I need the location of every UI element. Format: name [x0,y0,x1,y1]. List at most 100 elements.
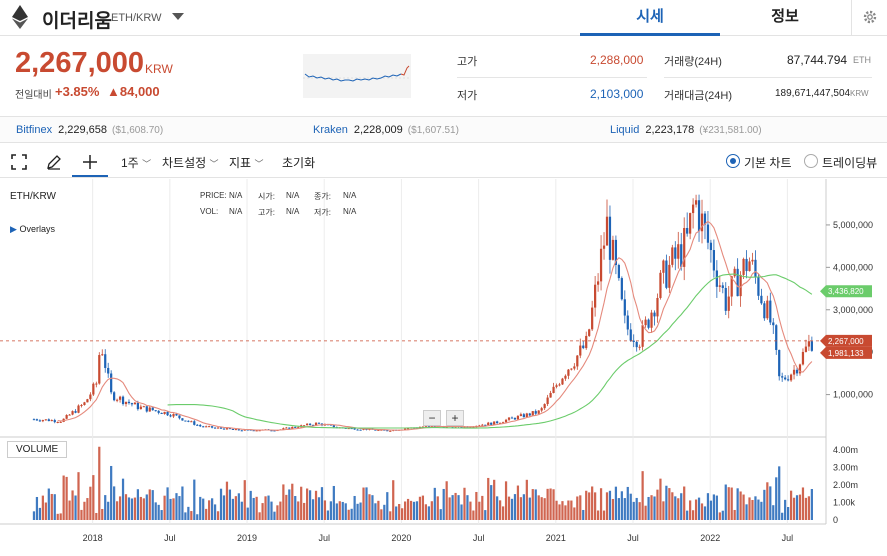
candle-body [65,415,68,419]
tab-market[interactable]: 시세 [580,0,720,36]
candle-body [142,406,145,408]
candle-body [314,422,318,426]
volume-bar [579,495,582,520]
candle-body [104,354,107,368]
reset-button[interactable]: 초기화 [282,156,316,170]
candle-body [552,386,555,393]
volume-bar [62,475,65,520]
candle-body [501,422,505,424]
zoom-in-button[interactable]: + [446,410,464,426]
candle-body [760,295,763,304]
candle-body [145,406,148,412]
exchange-bitfinex[interactable]: Bitfinex 2,229,658 ($1,608.70) [16,124,163,136]
draw-pencil-icon[interactable] [45,153,63,171]
low-value: 2,103,000 [590,87,644,101]
volume-bar [781,512,784,520]
volume-bar [362,487,365,520]
candle-body [95,383,98,385]
volume-bar [656,489,659,520]
volume-bar [344,503,347,520]
volume-bar [303,502,306,520]
candle-body [258,430,261,432]
candle-body [196,424,199,426]
volume-bar [439,509,442,520]
tradingview-label[interactable]: 트레이딩뷰 [822,156,878,170]
volume-bar [561,501,564,520]
coin-dropdown-icon[interactable] [172,13,184,20]
volume-bar [481,495,484,520]
candle-body [507,417,511,420]
volume-bar [412,501,416,520]
chart-settings-menu[interactable]: 차트설정 ﹀ [162,154,219,171]
vol-tick-label: 4.00m [833,445,858,455]
volume-bar [249,490,252,520]
volume-bar [350,508,353,520]
volume-bar [537,495,540,520]
coin-pair: ETH/KRW [111,12,162,24]
volume-bar [398,503,401,520]
candle-body [537,410,540,414]
radio-tradingview[interactable] [804,154,818,168]
candle-body [766,300,769,319]
candle-body [481,424,484,426]
exchange-liquid[interactable]: Liquid 2,223,178 (¥231,581.00) [610,124,762,136]
candle-body [677,244,680,259]
volume-bar [288,489,291,520]
volume-bar [427,506,430,520]
candle-body [739,274,742,297]
candle-body [190,421,193,423]
candle-body [113,392,116,401]
candle-body [228,428,232,430]
fullscreen-icon[interactable] [10,153,28,171]
settings-button[interactable] [851,0,887,36]
current-price: 2,267,000 [15,47,145,79]
zoom-out-button[interactable]: − [423,410,441,426]
indicator-menu[interactable]: 지표 ﹀ [229,154,263,171]
tab-info[interactable]: 정보 [771,8,799,25]
volume-bar [92,475,95,520]
volume-value: 87,744.794 [787,53,848,67]
candle-body [350,428,353,430]
candle-body [469,426,472,428]
volume-bar [582,509,585,520]
candle-body [172,414,175,417]
overlays-toggle[interactable]: ▶ Overlays [10,224,55,235]
volume-bar [228,489,232,520]
info-vol-label: VOL: [200,207,219,216]
price-chart[interactable]: 2018 Jul 2019 Jul 2020 Jul 2021 Jul 2022 Jul 5,000… [0,179,887,551]
chart-canvas[interactable]: 2018 Jul 2019 Jul 2020 Jul 2021 Jul 2022 Jul 5,000… [0,179,887,551]
volume-bar [169,498,172,520]
candle-body [47,419,50,422]
candle-body [442,426,445,428]
volume-bar [35,496,39,520]
candle-body [50,420,53,422]
candle-body [772,322,775,326]
candle-body [712,250,716,271]
candle-body [617,264,620,279]
basic-chart-label[interactable]: 기본 차트 [744,156,792,170]
candle-body [110,373,113,393]
radio-basic-chart[interactable] [726,154,740,168]
volume-bar [742,494,745,520]
candle-body [303,425,306,427]
candle-body [727,296,730,311]
candle-body [730,276,733,297]
candle-body [591,307,594,330]
volume-bar [338,501,341,520]
candle-body [792,369,796,375]
crosshair-tool[interactable] [72,146,108,177]
volume-bar [118,496,122,520]
vol-tick-label: 1.00k [833,498,856,508]
interval-select[interactable]: 1주 ﹀ [121,154,151,171]
volume-bar [124,494,128,520]
volume-bar [460,504,463,520]
candle-body [522,414,525,418]
candle-body [157,410,160,413]
volume-bar [261,503,264,520]
candle-body [789,374,793,381]
volume-bar [276,505,279,520]
exchange-kraken[interactable]: Kraken 2,228,009 ($1,607.51) [313,124,459,136]
volume-bar [89,486,92,520]
candle-body [724,287,727,311]
volume-bar [98,446,101,520]
